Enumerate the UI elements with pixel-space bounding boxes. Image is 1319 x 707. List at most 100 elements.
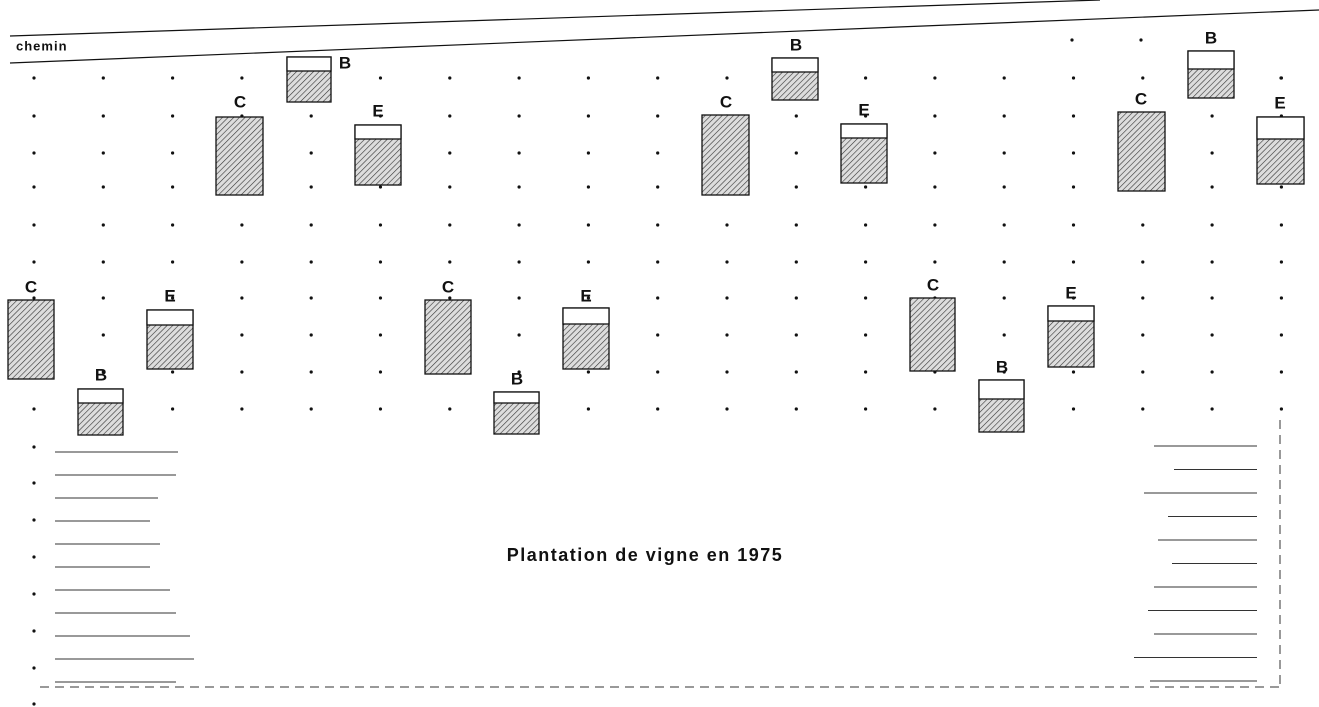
pit-label: C xyxy=(927,275,939,294)
vine-dot xyxy=(794,370,798,374)
vine-dot xyxy=(171,151,175,155)
pit-top xyxy=(562,307,610,325)
vine-dot xyxy=(378,114,383,118)
vine-dot xyxy=(101,76,105,80)
vine-dot xyxy=(171,114,175,118)
vine-dot xyxy=(101,185,105,189)
path-edge xyxy=(9,9,1319,64)
pit-label: E xyxy=(372,101,383,120)
pit-label: C xyxy=(234,92,246,111)
vine-dot xyxy=(933,407,937,411)
pit xyxy=(701,114,750,196)
vine-dot xyxy=(32,151,36,155)
vine-dot xyxy=(1070,38,1074,42)
vine-dot xyxy=(448,114,452,118)
vine-dot xyxy=(1139,38,1143,42)
vine-dot xyxy=(1071,223,1076,227)
vine-dot xyxy=(32,76,36,80)
vine-dot xyxy=(586,151,591,155)
vine-dot xyxy=(1071,296,1076,300)
vine-dot xyxy=(240,407,244,411)
vine-dot xyxy=(794,260,798,264)
vine-dot xyxy=(1071,407,1076,411)
vine-dot xyxy=(1071,370,1076,374)
vine-dot xyxy=(586,114,591,118)
pit-top xyxy=(493,391,540,404)
vine-dot xyxy=(101,223,105,227)
vine-dot xyxy=(933,223,937,227)
vine-dot xyxy=(1002,185,1006,189)
vine-dot xyxy=(378,407,383,411)
vine-dot xyxy=(32,445,36,449)
vine-dot xyxy=(1279,296,1283,300)
vine-dot xyxy=(309,260,313,264)
vine-dot xyxy=(1002,114,1006,118)
vine-dot xyxy=(32,592,36,596)
vine-dot xyxy=(1141,333,1145,337)
vine-dot xyxy=(171,370,175,374)
pit-label: B xyxy=(339,53,351,72)
pit-top xyxy=(771,57,819,73)
vine-dot xyxy=(1002,333,1006,337)
vine-dot xyxy=(933,260,937,264)
vine-dot xyxy=(1071,260,1076,264)
pits: C B E C B E C B E C B E C B E C B E xyxy=(7,28,1305,436)
vine-dot xyxy=(378,223,383,227)
vine-dot xyxy=(586,407,591,411)
vine-dot xyxy=(32,555,36,559)
vine-dot xyxy=(448,407,452,411)
vine-dot xyxy=(32,666,36,670)
vine-dot xyxy=(1141,296,1145,300)
hatch-lines xyxy=(55,445,1257,683)
vine-dot xyxy=(101,296,105,300)
vine-dot xyxy=(1141,407,1145,411)
pit-top xyxy=(1256,116,1305,140)
vine-dot xyxy=(378,260,383,264)
vine-dot xyxy=(1279,223,1283,227)
vine-dot xyxy=(448,296,452,300)
pit-label: B xyxy=(95,365,107,384)
pit-top xyxy=(840,123,888,139)
vine-dot xyxy=(101,370,105,374)
pit xyxy=(1117,111,1166,192)
pit-label: B xyxy=(511,369,523,388)
vine-dot xyxy=(32,629,36,633)
vine-dot xyxy=(864,333,868,337)
vine-dot xyxy=(101,151,105,155)
vine-dot xyxy=(1071,76,1076,80)
vine-dot xyxy=(171,407,175,411)
vine-dot xyxy=(101,114,105,118)
vine-dot xyxy=(1210,407,1214,411)
vine-dot xyxy=(725,296,729,300)
vine-dot xyxy=(864,185,868,189)
vine-dot xyxy=(1210,296,1214,300)
path-label: chemin xyxy=(16,38,68,53)
vine-dot xyxy=(725,407,729,411)
vine-dot xyxy=(794,151,798,155)
vine-dot xyxy=(1002,370,1006,374)
vine-dot xyxy=(1141,76,1145,80)
pit-top xyxy=(978,379,1025,400)
vine-dot xyxy=(586,370,591,374)
pit xyxy=(215,116,264,196)
vine-dot xyxy=(240,260,244,264)
vine-dot xyxy=(1210,114,1214,118)
vine-dot xyxy=(1279,260,1283,264)
vine-dot xyxy=(656,223,660,227)
vine-dot xyxy=(1210,370,1214,374)
vine-dot xyxy=(586,223,591,227)
vine-dot xyxy=(240,370,244,374)
vine-dot xyxy=(794,223,798,227)
vine-dot xyxy=(448,151,452,155)
vine-dot xyxy=(1071,151,1076,155)
vine-dot xyxy=(1071,185,1076,189)
vine-dot xyxy=(794,407,798,411)
vine-dot xyxy=(1141,223,1145,227)
vine-dot xyxy=(517,151,521,155)
pit-label: E xyxy=(164,286,175,305)
vine-dot xyxy=(1210,333,1214,337)
pit-label: E xyxy=(1274,93,1285,112)
vine-dot xyxy=(517,333,521,337)
pit-top xyxy=(286,56,332,72)
